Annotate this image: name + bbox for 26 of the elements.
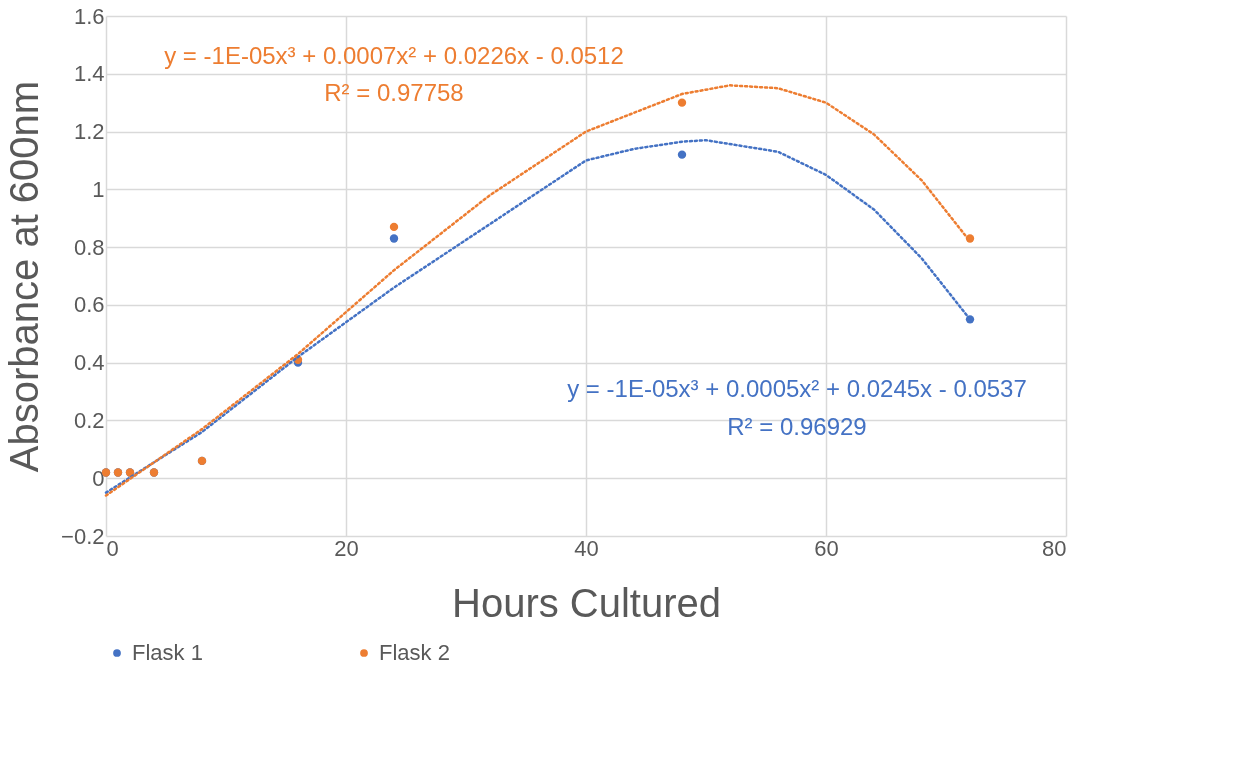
x-axis-title: Hours Cultured (451, 580, 722, 625)
y-tick-label: 0.8 (73, 234, 105, 260)
annotation: R² = 0.97758 (324, 79, 464, 106)
x-tick-label: 80 (1042, 535, 1067, 561)
y-tick-label: 1.6 (73, 3, 105, 29)
annotation: y = -1E-05x³ + 0.0005x² + 0.0245x - 0.0537 (567, 375, 1027, 402)
annotation: R² = 0.96929 (727, 413, 867, 440)
y-tick-label: 1.2 (73, 119, 105, 145)
x-tick-label: 40 (574, 535, 599, 561)
y-tick-label: 1 (92, 176, 105, 202)
point (677, 98, 687, 107)
y-tick-label: 0.2 (73, 407, 105, 433)
y-tick-label: 0.4 (73, 350, 105, 376)
y-axis-title: Absorbance at 600nm (2, 80, 47, 473)
y-tick-label: 1.4 (73, 61, 105, 87)
annotation: y = -1E-05x³ + 0.0007x² + 0.0226x - 0.0512 (164, 42, 624, 69)
x-tick-label: 60 (814, 535, 839, 561)
x-tick-label: 20 (334, 535, 359, 561)
legend-label: Flask 2 (379, 640, 450, 665)
y-tick-label: 0.6 (73, 292, 105, 318)
point (677, 150, 687, 159)
point (389, 234, 399, 243)
legend-label: Flask 1 (132, 640, 203, 665)
point (389, 222, 399, 232)
y-tick-label: 0 (92, 465, 105, 491)
y-tick-label: −0.2 (61, 523, 105, 549)
